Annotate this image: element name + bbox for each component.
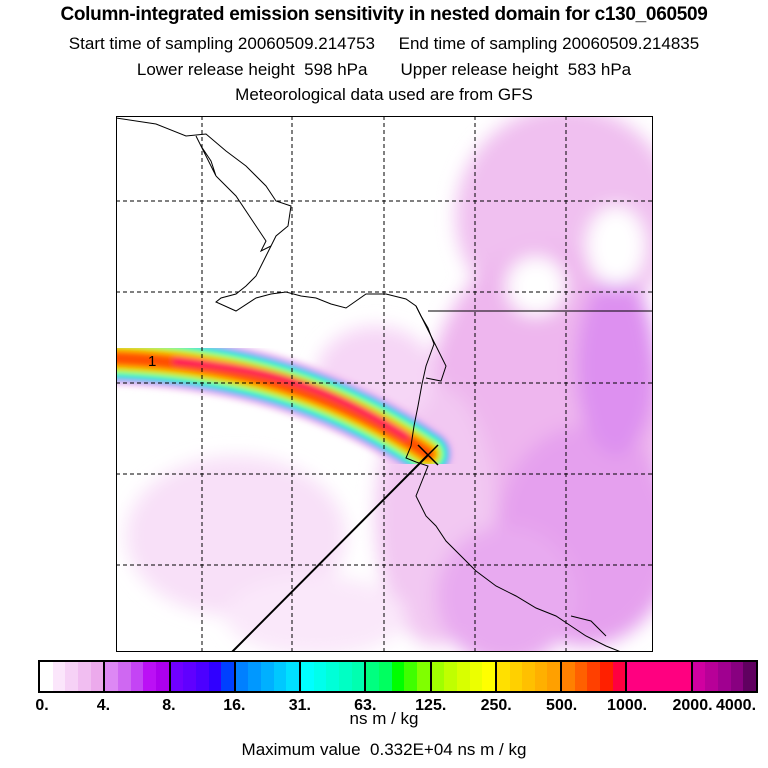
colorbar-tick-label: 4000.	[715, 697, 757, 714]
coastline	[116, 117, 653, 652]
colorbar-swatch	[496, 662, 510, 691]
colorbar-swatch	[65, 662, 78, 691]
colorbar-swatch	[105, 662, 118, 691]
colorbar-swatch	[743, 662, 756, 691]
colorbar-swatch	[730, 662, 744, 691]
colorbar-segment	[170, 662, 236, 691]
release-marker-label: 1	[148, 353, 156, 370]
release-heights: Lower release height 598 hPa Upper relea…	[0, 60, 768, 80]
colorbar-swatch	[627, 662, 641, 691]
colorbar-swatch	[208, 662, 222, 691]
colorbar-tick-label: 8.	[162, 697, 176, 714]
colorbar-segment	[105, 662, 171, 691]
colorbar-segment	[301, 662, 367, 691]
colorbar-swatch	[326, 662, 340, 691]
colorbar-swatch	[444, 662, 457, 691]
colorbar-swatch	[640, 662, 653, 691]
colorbar-swatch	[221, 662, 234, 691]
maximum-value: Maximum value 0.332E+04 ns m / kg	[241, 740, 527, 759]
grid-lines	[116, 116, 653, 652]
lower-release-height: Lower release height 598 hPa	[136, 60, 368, 79]
colorbar-swatch	[534, 662, 548, 691]
colorbar-swatch	[431, 662, 445, 691]
colorbar-tick-label: 63.	[354, 697, 377, 714]
colorbar-swatch	[248, 662, 262, 691]
colorbar-swatch	[600, 662, 613, 691]
colorbar-swatch	[562, 662, 575, 691]
colorbar-swatch	[40, 662, 53, 691]
colorbar-swatch	[155, 662, 169, 691]
colorbar	[38, 660, 758, 693]
start-time: Start time of sampling 20060509.214753	[68, 34, 376, 53]
colorbar-segment	[496, 662, 563, 691]
colorbar-swatch	[509, 662, 523, 691]
end-time: End time of sampling 20060509.214835	[398, 34, 700, 53]
colorbar-segment	[627, 662, 693, 691]
colorbar-segment	[692, 662, 756, 691]
release-point-icon	[417, 444, 439, 466]
colorbar-swatch	[652, 662, 666, 691]
colorbar-tick-label: 125.	[415, 697, 447, 714]
colorbar-swatch	[52, 662, 66, 691]
colorbar-tick-label: 2000.	[672, 697, 713, 714]
colorbar-swatch	[366, 662, 379, 691]
colorbar-segment	[562, 662, 628, 691]
colorbar-swatch	[286, 662, 300, 691]
colorbar-swatch	[692, 662, 706, 691]
colorbar-tick-label: 4.	[96, 697, 111, 714]
upper-release-height: Upper release height 583 hPa	[400, 60, 632, 79]
colorbar-swatch	[273, 662, 287, 691]
colorbar-swatch	[339, 662, 352, 691]
colorbar-swatch	[574, 662, 588, 691]
colorbar-tick-label: 16.	[223, 697, 246, 714]
colorbar-segment	[40, 662, 106, 691]
colorbar-swatch	[130, 662, 144, 691]
colorbar-swatch	[77, 662, 91, 691]
colorbar-swatch	[301, 662, 314, 691]
colorbar-tick-label: 1000.	[607, 697, 648, 714]
colorbar-swatch	[143, 662, 156, 691]
colorbar-swatch	[612, 662, 626, 691]
colorbar-swatch	[117, 662, 131, 691]
colorbar-swatch	[469, 662, 483, 691]
flight-track	[231, 454, 429, 652]
colorbar-segment	[431, 662, 497, 691]
colorbar-swatch	[717, 662, 731, 691]
colorbar-swatch	[678, 662, 691, 691]
map-frame	[116, 116, 653, 652]
colorbar-swatch	[183, 662, 196, 691]
colorbar-swatch	[456, 662, 470, 691]
colorbar-swatch	[235, 662, 249, 691]
colorbar-swatch	[547, 662, 561, 691]
colorbar-tick-label: 250.	[480, 697, 512, 714]
colorbar-segment	[366, 662, 432, 691]
colorbar-swatch	[404, 662, 417, 691]
sensitivity-map: 1	[116, 116, 653, 652]
sampling-times: Start time of sampling 20060509.214753 E…	[0, 34, 768, 54]
colorbar-swatch	[522, 662, 535, 691]
colorbar-swatch	[313, 662, 327, 691]
colorbar-swatch	[665, 662, 679, 691]
colorbar-swatch	[195, 662, 209, 691]
colorbar-unit: ns m / kg	[349, 709, 419, 728]
colorbar-swatch	[482, 662, 495, 691]
colorbar-swatch	[587, 662, 601, 691]
colorbar-swatch	[90, 662, 104, 691]
colorbar-swatch	[351, 662, 365, 691]
colorbar-tick-label: 31.	[288, 697, 311, 714]
sensitivity-field	[126, 116, 653, 652]
plot-title: Column-integrated emission sensitivity i…	[60, 4, 708, 25]
colorbar-swatch	[391, 662, 405, 691]
colorbar-segment	[235, 662, 302, 691]
colorbar-swatch	[170, 662, 184, 691]
colorbar-tick-label: 500.	[546, 697, 578, 714]
colorbar-swatch	[416, 662, 430, 691]
colorbar-tick-label: 0.	[35, 697, 49, 714]
colorbar-swatch	[705, 662, 718, 691]
colorbar-swatch	[261, 662, 274, 691]
met-data-source: Meteorological data used are from GFS	[235, 85, 533, 104]
colorbar-swatch	[378, 662, 392, 691]
